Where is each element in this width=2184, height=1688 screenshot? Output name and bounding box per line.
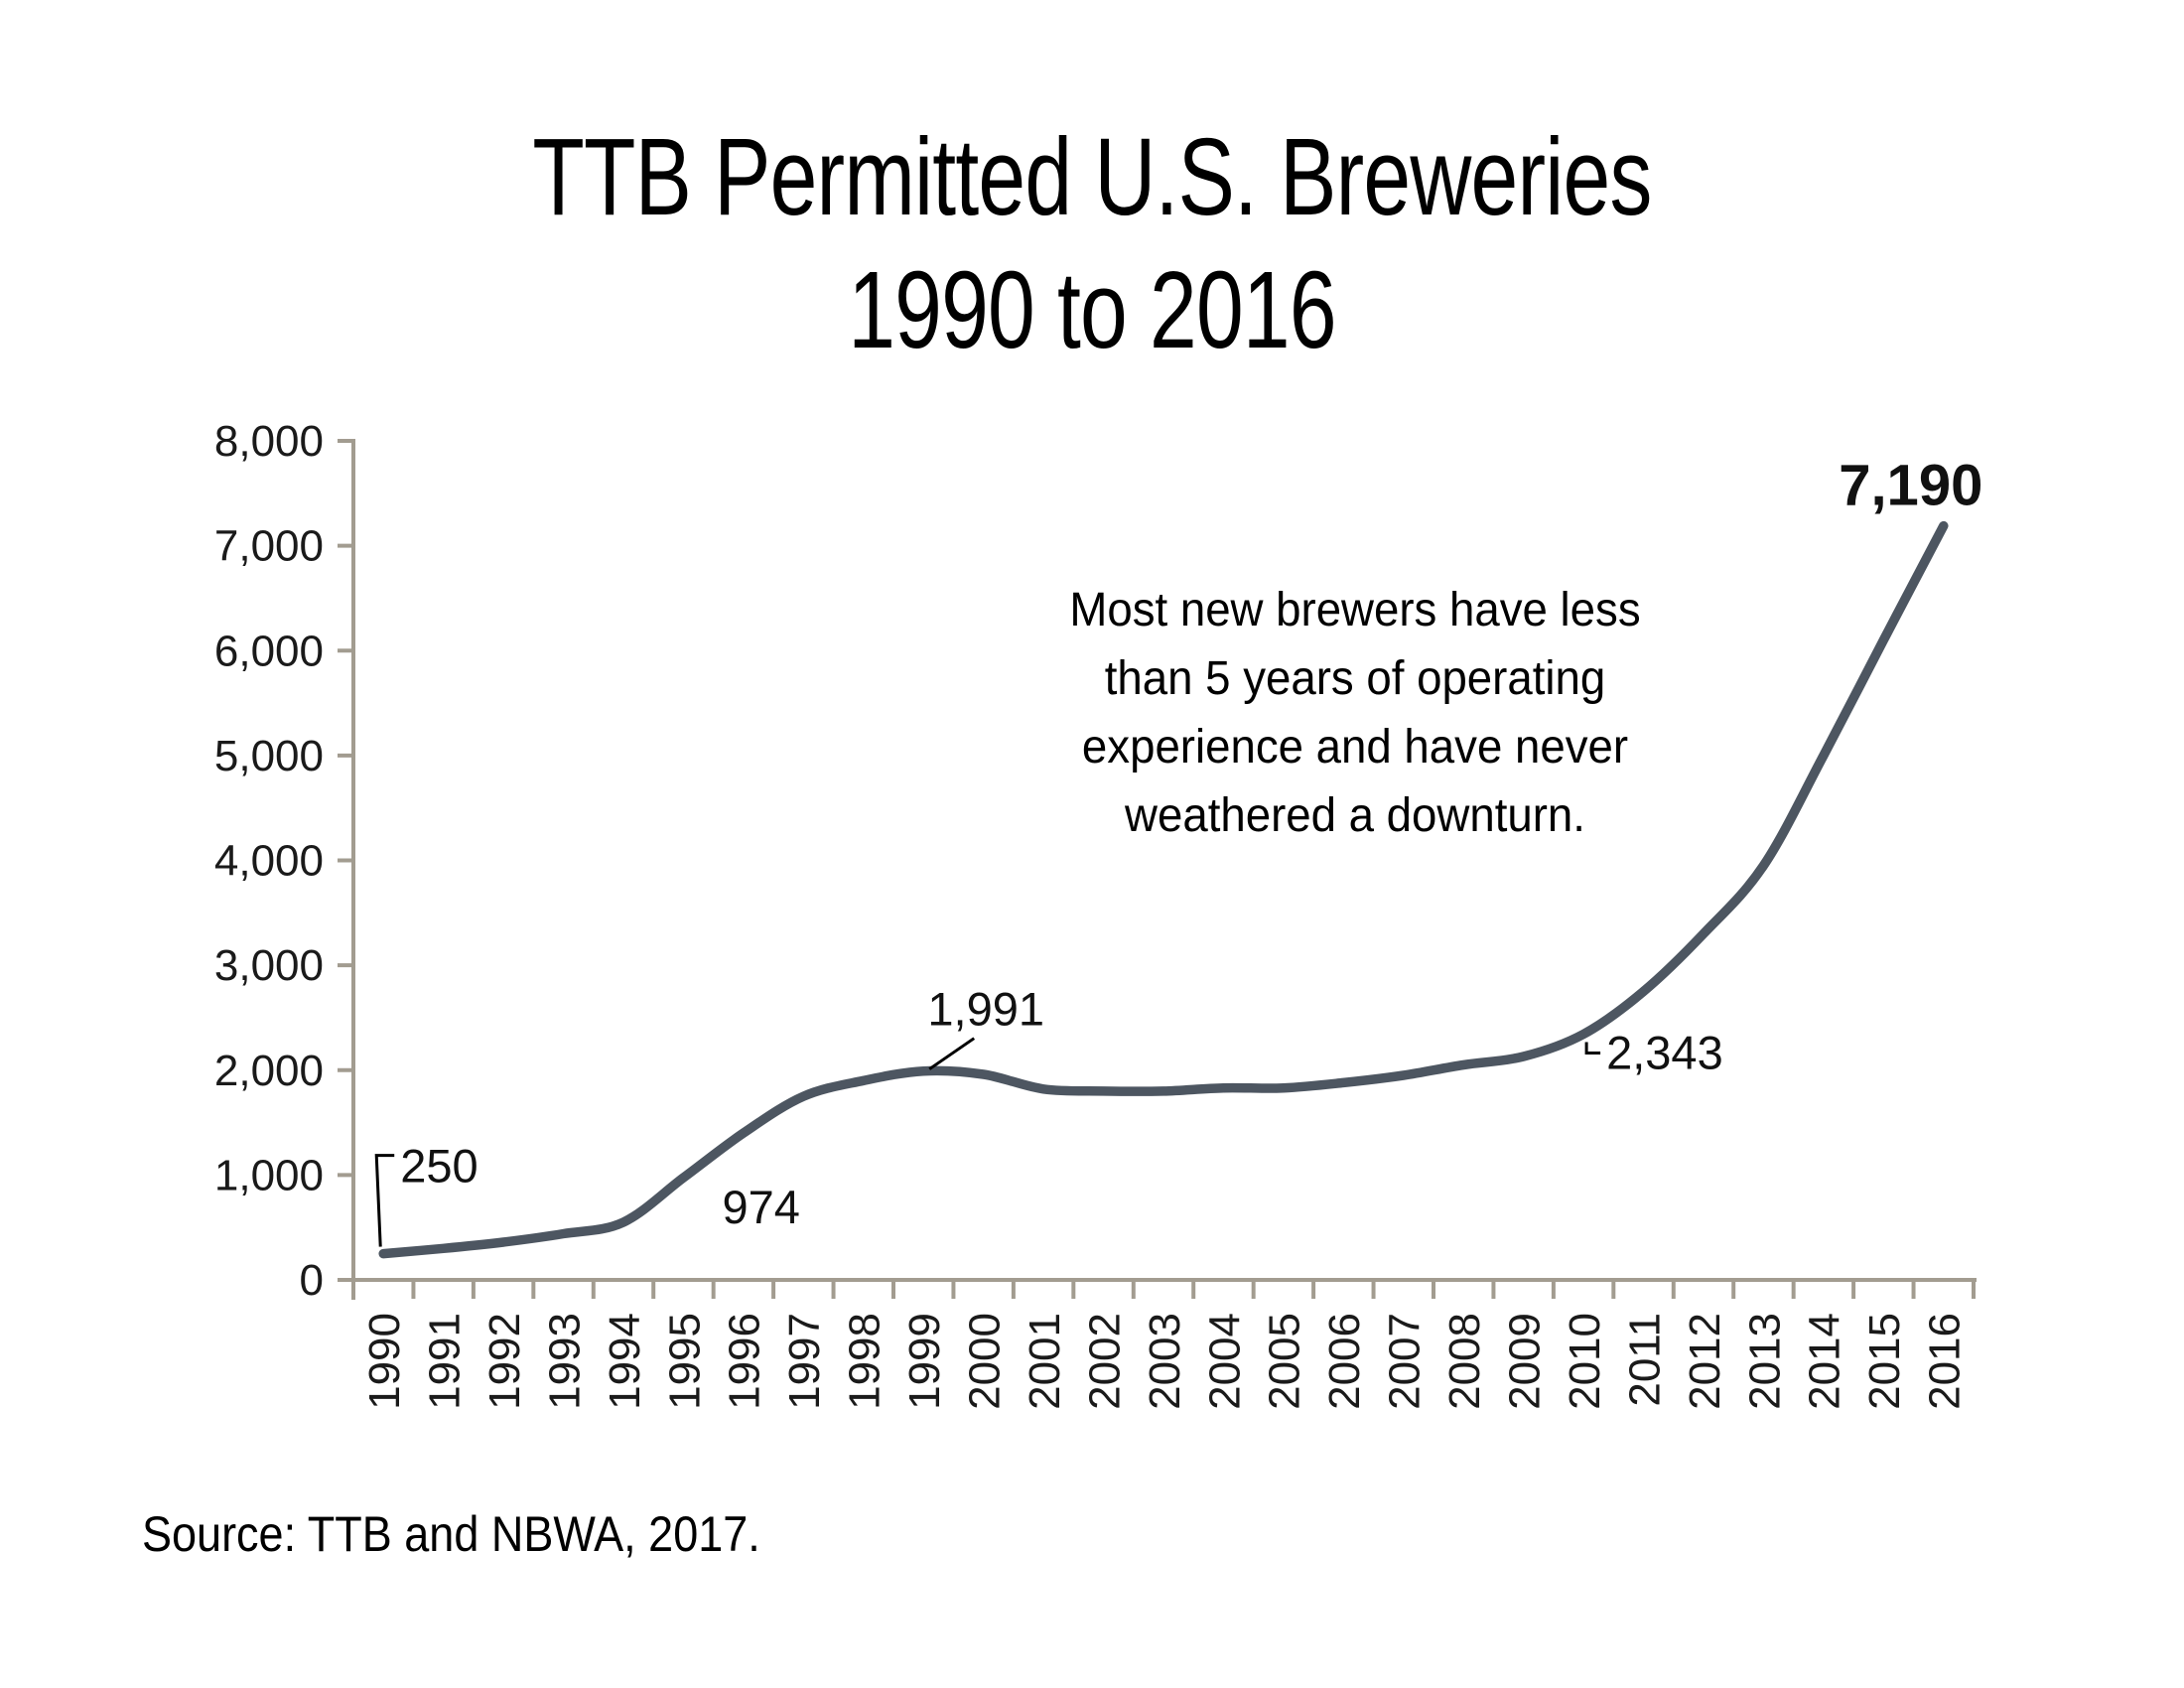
callout-label: 250 bbox=[400, 1140, 478, 1193]
x-axis-tick-label: 2008 bbox=[1440, 1313, 1489, 1410]
x-axis-tick-label: 1995 bbox=[660, 1313, 709, 1410]
annotation-line: experience and have never bbox=[1081, 721, 1629, 774]
x-axis-tick-label: 2006 bbox=[1320, 1313, 1369, 1410]
x-axis-tick-label: 1992 bbox=[480, 1313, 529, 1410]
x-axis-tick-label: 2010 bbox=[1561, 1313, 1609, 1410]
y-axis-tick-label: 1,000 bbox=[214, 1151, 324, 1199]
x-axis-tick-label: 2000 bbox=[961, 1313, 1010, 1410]
callout-label: 974 bbox=[722, 1181, 799, 1233]
callout-2343: 2,343 bbox=[1584, 1027, 1723, 1079]
x-axis-tick-label: 2001 bbox=[1021, 1313, 1069, 1410]
y-axis-ticks bbox=[338, 439, 353, 1282]
x-axis-tick-label: 1994 bbox=[601, 1313, 649, 1410]
data-callouts: 250 974 1,991 2,343 7,190 bbox=[374, 454, 1982, 1247]
x-axis-tick-label: 1998 bbox=[841, 1313, 889, 1410]
x-axis-tick-label: 1996 bbox=[721, 1313, 769, 1410]
y-axis-tick-label: 4,000 bbox=[214, 837, 324, 886]
x-axis-labels: 1990 1991 1992 1993 1994 1995 1996 1997 1998 1999… bbox=[360, 1313, 1970, 1410]
callout-leader bbox=[374, 1154, 395, 1247]
chart-title-line1: TTB Permitted U.S. Breweries bbox=[532, 116, 1652, 238]
x-axis-tick-label: 2004 bbox=[1200, 1313, 1249, 1410]
callout-label: 7,190 bbox=[1839, 454, 1982, 518]
x-axis-tick-label: 1999 bbox=[900, 1313, 949, 1410]
x-axis-tick-label: 2016 bbox=[1921, 1313, 1970, 1410]
annotation-line: Most new brewers have less bbox=[1069, 584, 1641, 636]
x-axis-tick-label: 1990 bbox=[360, 1313, 409, 1410]
callout-974: 974 bbox=[722, 1181, 799, 1233]
annotation-line: weathered a downturn. bbox=[1125, 789, 1585, 843]
annotation-line: than 5 years of operating bbox=[1104, 652, 1606, 706]
callout-250: 250 bbox=[374, 1140, 478, 1247]
breweries-series-line bbox=[378, 520, 1949, 1259]
x-axis-tick-label: 2013 bbox=[1740, 1313, 1789, 1410]
callout-7190: 7,190 bbox=[1839, 454, 1982, 518]
x-axis-tick-label: 2014 bbox=[1801, 1313, 1849, 1410]
callout-label: 1,991 bbox=[927, 983, 1044, 1036]
x-axis-tick-label: 2009 bbox=[1500, 1313, 1549, 1410]
y-axis-labels: 0 1,000 2,000 3,000 4,000 5,000 6,000 7,000 8,00… bbox=[214, 417, 324, 1305]
annotation-text: Most new brewers have less than 5 years … bbox=[1029, 576, 1681, 850]
y-axis-tick-label: 0 bbox=[300, 1256, 324, 1305]
x-axis-tick-label: 2012 bbox=[1681, 1313, 1729, 1410]
x-axis-tick-label: 2007 bbox=[1381, 1313, 1430, 1410]
x-axis-tick-label: 1991 bbox=[421, 1313, 470, 1410]
chart-title: TTB Permitted U.S. Breweries 1990 to 201… bbox=[240, 111, 1944, 377]
x-axis-tick-label: 2011 bbox=[1620, 1313, 1669, 1407]
y-axis-tick-label: 7,000 bbox=[214, 522, 324, 571]
x-axis-tick-label: 2015 bbox=[1860, 1313, 1909, 1410]
y-axis-tick-label: 3,000 bbox=[214, 941, 324, 990]
x-axis-tick-label: 1997 bbox=[780, 1313, 829, 1410]
callout-1991: 1,991 bbox=[927, 983, 1044, 1070]
chart-title-line2: 1990 to 2016 bbox=[848, 249, 1336, 372]
y-axis-tick-label: 2,000 bbox=[214, 1047, 324, 1095]
callout-leader bbox=[1584, 1042, 1601, 1055]
y-axis-tick-label: 8,000 bbox=[214, 417, 324, 466]
x-axis-tick-label: 2005 bbox=[1261, 1313, 1309, 1410]
x-axis-ticks bbox=[351, 1280, 1976, 1299]
source-note: Source: TTB and NBWA, 2017. bbox=[142, 1506, 760, 1562]
x-axis-tick-label: 2002 bbox=[1080, 1313, 1129, 1410]
y-axis-tick-label: 5,000 bbox=[214, 732, 324, 780]
x-axis-tick-label: 1993 bbox=[540, 1313, 589, 1410]
x-axis-tick-label: 2003 bbox=[1141, 1313, 1189, 1410]
y-axis-tick-label: 6,000 bbox=[214, 627, 324, 675]
callout-leader bbox=[928, 1037, 976, 1070]
callout-label: 2,343 bbox=[1606, 1027, 1723, 1079]
